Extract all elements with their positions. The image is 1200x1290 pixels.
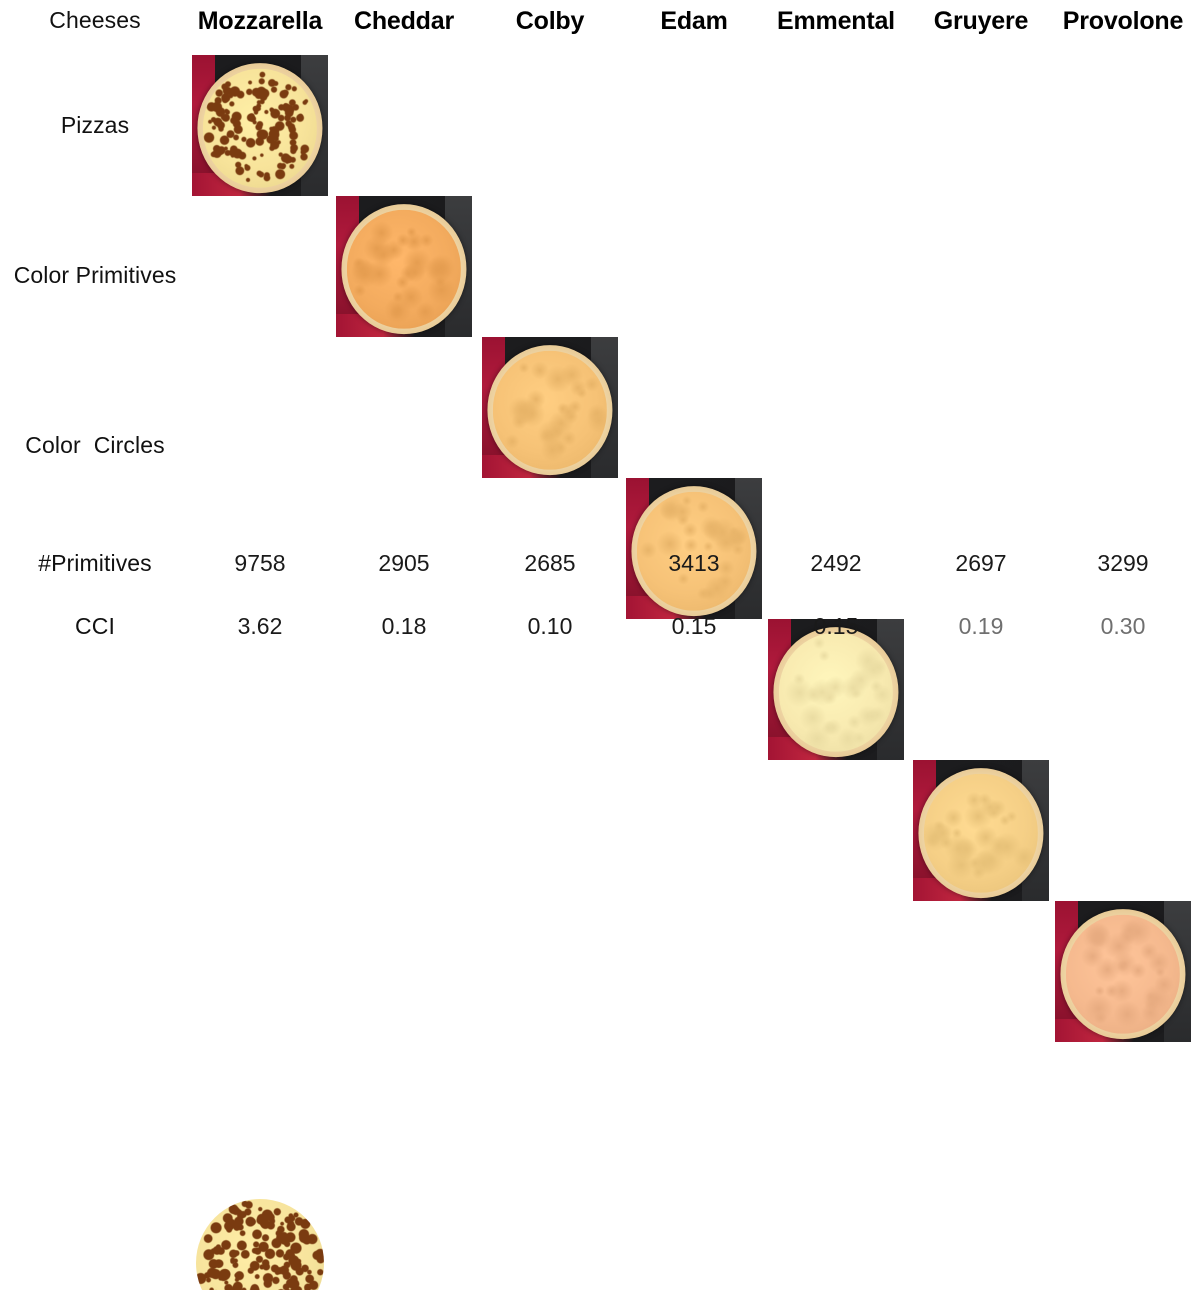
num-primitives-emmental: 2492: [810, 549, 862, 576]
pizza-photo-gruyere: [913, 760, 1049, 901]
num-primitives-gruyere: 2697: [955, 549, 1007, 576]
num-primitives-colby: 2685: [524, 549, 576, 576]
num-primitives-provolone: 3299: [1097, 549, 1149, 576]
num-primitives-cheddar: 2905: [378, 549, 430, 576]
cci-emmental: 0.15: [813, 612, 859, 639]
row-label-header: Cheeses: [49, 6, 141, 33]
pizza-surface: [923, 774, 1039, 893]
row-label-color-circles: Color Circles: [25, 431, 165, 458]
column-header-edam: Edam: [660, 6, 728, 35]
pizza-photo-colby: [482, 337, 618, 478]
pizza-photo-edam: [626, 478, 762, 619]
column-header-cheddar: Cheddar: [353, 6, 454, 35]
pizza-photo-provolone: [1055, 901, 1191, 1042]
row-label-color-primitives: Color Primitives: [13, 261, 177, 288]
column-header-mozzarella: Mozzarella: [197, 6, 323, 35]
cci-mozzarella: 3.62: [237, 612, 283, 639]
column-header-colby: Colby: [515, 6, 585, 35]
num-primitives-mozzarella: 9758: [234, 549, 286, 576]
pizza-surface: [346, 210, 462, 329]
cheese-comparison-figure: Cheeses Mozzarella Cheddar Colby Edam Emment…: [13, 6, 1191, 1290]
cci-gruyere: 0.19: [958, 612, 1004, 639]
pizza-surface: [1065, 915, 1181, 1034]
row-label-pizzas: Pizzas: [60, 111, 130, 138]
cci-provolone: 0.30: [1100, 612, 1146, 639]
pizza-surface: [202, 69, 318, 188]
pizza-photo-cheddar: [336, 196, 472, 337]
pizza-surface: [778, 633, 894, 752]
row-label-num-primitives: #Primitives: [38, 549, 152, 576]
color-primitive-mozzarella: [196, 1199, 324, 1290]
pizza-surface: [636, 492, 752, 611]
num-primitives-edam: 3413: [668, 549, 720, 576]
column-header-provolone: Provolone: [1062, 6, 1184, 35]
row-label-cci: CCI: [75, 612, 115, 639]
column-header-gruyere: Gruyere: [933, 6, 1029, 35]
primitive-disc: [196, 1199, 324, 1290]
cci-edam: 0.15: [671, 612, 717, 639]
cci-cheddar: 0.18: [381, 612, 427, 639]
pizza-photo-mozzarella: [192, 55, 328, 196]
column-header-emmental: Emmental: [777, 6, 895, 35]
cci-colby: 0.10: [527, 612, 573, 639]
pizza-surface: [492, 351, 608, 470]
